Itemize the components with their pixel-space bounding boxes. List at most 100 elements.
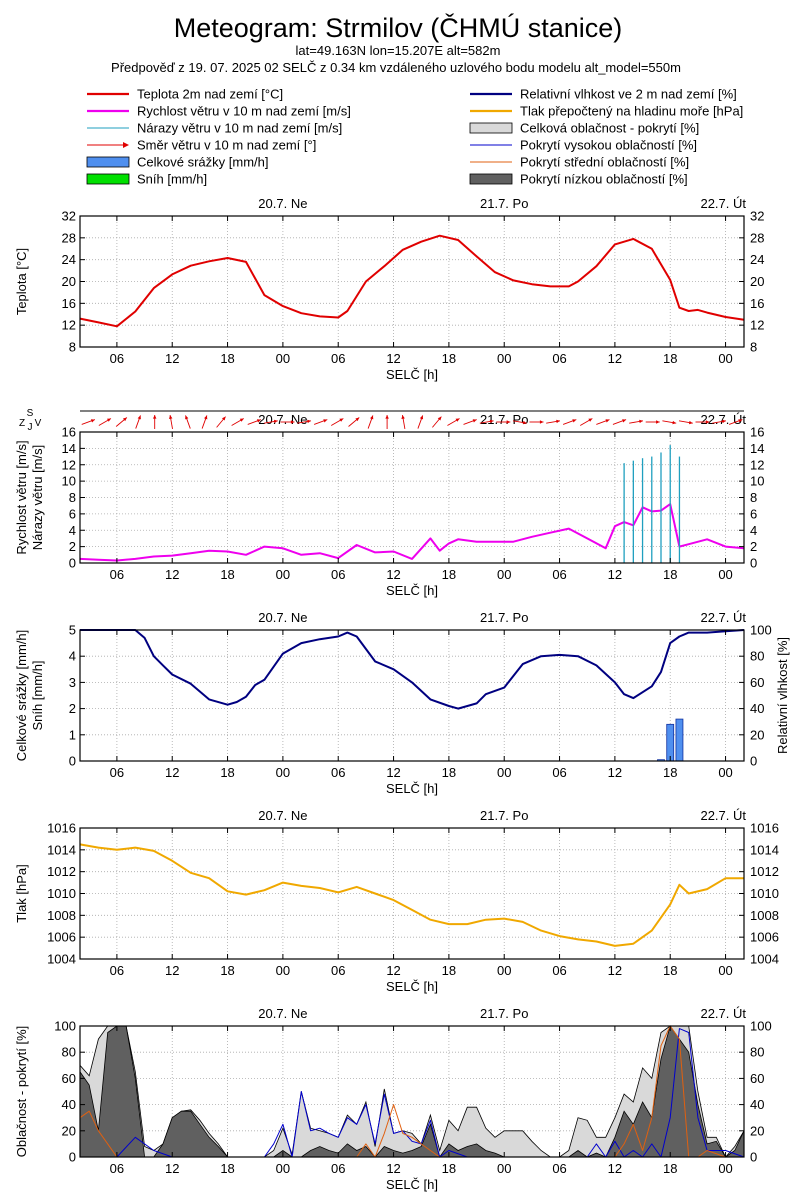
y2-tick-label: 0 xyxy=(750,754,757,769)
y-tick-label-right: 0 xyxy=(750,556,757,571)
y-tick-label-right: 10 xyxy=(750,474,764,489)
legend-label: Celková oblačnost - pokrytí [%] xyxy=(520,121,699,136)
legend-label: Celkové srážky [mm/h] xyxy=(137,155,268,170)
y-tick-label: 3 xyxy=(69,675,76,690)
precip-bar xyxy=(666,723,675,762)
y2-axis-label: Relativní vlhkost [%] xyxy=(775,637,790,754)
y-tick-label-right: 40 xyxy=(750,1097,764,1112)
x-axis-label: SELČ [h] xyxy=(386,367,438,382)
wind-arrow-icon xyxy=(629,419,644,424)
y-tick-label-right: 12 xyxy=(750,318,764,333)
legend-item-teplota-2m-nad-zemi-c: Teplota 2m nad zemí [°C] xyxy=(87,87,283,102)
x-tick-label: 18 xyxy=(220,567,234,582)
day-label: 22.7. Út xyxy=(700,1006,746,1021)
x-tick-label: 18 xyxy=(442,1161,456,1176)
legend-label: Teplota 2m nad zemí [°C] xyxy=(137,87,283,102)
y-axis-label: Celkové srážky [mm/h] xyxy=(14,630,29,761)
x-tick-label: 18 xyxy=(442,567,456,582)
series-celkove-srazky-mm-h xyxy=(657,718,684,762)
day-label: 20.7. Ne xyxy=(258,412,307,427)
y-axis-label: Oblačnost - pokrytí [%] xyxy=(14,1026,29,1158)
x-tick-label: 12 xyxy=(386,765,400,780)
y-tick-label: 1006 xyxy=(47,930,76,945)
x-tick-label: 12 xyxy=(608,963,622,978)
wind-arrow-icon xyxy=(417,415,424,429)
y-axis-label: Tlak [hPa] xyxy=(14,864,29,923)
y-tick-label-right: 12 xyxy=(750,457,764,472)
y-tick-label-right: 1016 xyxy=(750,821,779,836)
wind-arrow-icon xyxy=(98,418,112,426)
x-tick-label: 00 xyxy=(276,1161,290,1176)
legend-item-rychlost-vetru-v-10-m-nad-zemi: Rychlost větru v 10 m nad zemí [m/s] xyxy=(87,104,351,119)
wind-arrow-icon xyxy=(447,418,460,426)
forecast-subtitle: Předpověď z 19. 07. 2025 02 SELČ z 0.34 … xyxy=(111,60,681,75)
y-tick-label-right: 60 xyxy=(750,1071,764,1086)
wind-arrow-icon xyxy=(185,415,191,429)
x-axis-label: SELČ [h] xyxy=(386,1177,438,1192)
legend: Teplota 2m nad zemí [°C] Relativní vlhkos… xyxy=(86,87,743,187)
y-tick-label: 14 xyxy=(62,441,76,456)
x-tick-label: 00 xyxy=(276,567,290,582)
x-tick-label: 06 xyxy=(552,567,566,582)
compass-letter: S xyxy=(27,408,34,419)
x-tick-label: 00 xyxy=(718,567,732,582)
y-tick-label-right: 20 xyxy=(750,274,764,289)
y-tick-label-right: 16 xyxy=(750,296,764,311)
x-tick-label: 18 xyxy=(442,765,456,780)
y-tick-label-right: 1014 xyxy=(750,842,779,857)
wind-arrow-icon xyxy=(529,420,544,424)
y-tick-label: 6 xyxy=(69,506,76,521)
series-line xyxy=(79,234,745,328)
grid xyxy=(80,827,744,960)
wind-arrow-icon xyxy=(562,419,577,425)
series-line xyxy=(79,503,745,562)
y-tick-label-right: 14 xyxy=(750,441,764,456)
y2-tick-label: 20 xyxy=(750,727,764,742)
y-axis-label-secondary: Sníh [mm/h] xyxy=(30,660,45,730)
y-tick-label: 40 xyxy=(62,1097,76,1112)
x-tick-label: 12 xyxy=(608,567,622,582)
wind-arrow-icon xyxy=(695,420,710,424)
x-tick-label: 18 xyxy=(663,1161,677,1176)
y-tick-label: 20 xyxy=(62,1123,76,1138)
y-tick-label: 2 xyxy=(69,539,76,554)
series-teplota-2m-nad-zemi-c xyxy=(79,234,745,328)
legend-item-relativni-vlhkost-ve-2-m-nad-z: Relativní vlhkost ve 2 m nad zemí [%] xyxy=(470,87,737,102)
y-axis-label: Rychlost větru [m/s] xyxy=(14,440,29,554)
x-tick-label: 06 xyxy=(110,765,124,780)
x-tick-label: 18 xyxy=(663,963,677,978)
x-tick-label: 12 xyxy=(386,963,400,978)
panel-celkove-srazky-mm-h: 20.7. Ne 21.7. Po 22.7. Út0123450204060801… xyxy=(14,610,790,796)
y-tick-label: 4 xyxy=(69,649,76,664)
wind-arrow-icon xyxy=(247,419,262,425)
y-tick-label-right: 20 xyxy=(750,1123,764,1138)
x-tick-label: 12 xyxy=(165,963,179,978)
y-tick-label-right: 80 xyxy=(750,1045,764,1060)
day-label: 21.7. Po xyxy=(480,412,528,427)
y-tick-label: 1014 xyxy=(47,842,76,857)
x-tick-label: 06 xyxy=(331,963,345,978)
x-tick-label: 18 xyxy=(663,567,677,582)
day-label: 22.7. Út xyxy=(700,196,746,211)
y-tick-label-right: 8 xyxy=(750,340,757,355)
x-tick-label: 00 xyxy=(276,351,290,366)
wind-arrow-icon xyxy=(168,415,173,429)
y-tick-label: 1004 xyxy=(47,952,76,967)
x-tick-label: 12 xyxy=(608,1161,622,1176)
legend-swatch xyxy=(469,173,513,185)
x-tick-label: 06 xyxy=(552,963,566,978)
x-tick-label: 00 xyxy=(276,963,290,978)
x-tick-label: 18 xyxy=(220,351,234,366)
wind-arrow-icon xyxy=(331,418,344,426)
y-tick-label: 16 xyxy=(62,425,76,440)
x-tick-label: 06 xyxy=(331,351,345,366)
x-tick-label: 06 xyxy=(331,567,345,582)
wind-arrow-icon xyxy=(512,420,527,425)
panel-tlak-hpa: 20.7. Ne 21.7. Po 22.7. Út 1004 1004 1006 1006… xyxy=(14,808,779,994)
x-tick-label: 12 xyxy=(165,1161,179,1176)
legend-label: Pokrytí nízkou oblačností [%] xyxy=(520,172,688,187)
x-tick-label: 06 xyxy=(110,567,124,582)
compass-letter: V xyxy=(35,418,42,429)
series-celkova-oblacnost-pokryti xyxy=(79,1025,745,1158)
